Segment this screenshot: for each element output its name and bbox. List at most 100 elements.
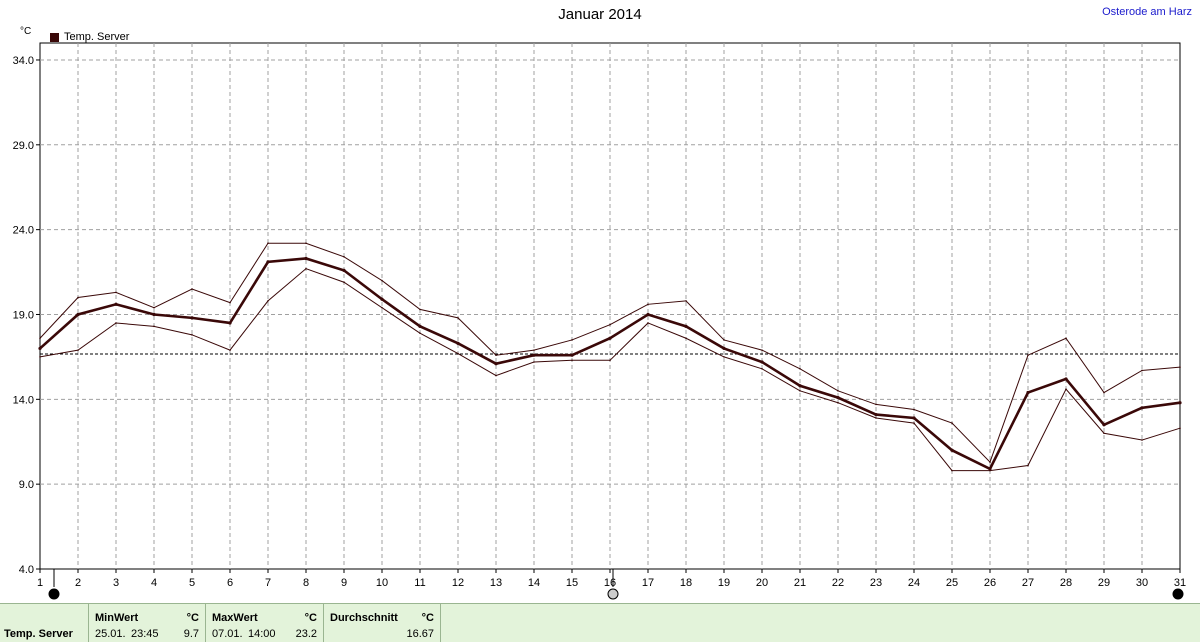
- data-point-mean: [228, 321, 232, 325]
- data-point-max: [533, 349, 535, 351]
- data-point-mean: [38, 346, 42, 351]
- data-point-min: [229, 349, 231, 351]
- data-point-mean: [494, 362, 498, 366]
- data-point-max: [153, 306, 155, 309]
- data-point-max: [305, 242, 307, 245]
- data-point-min: [343, 281, 345, 284]
- location-link[interactable]: Osterode am Harz: [1102, 6, 1192, 18]
- data-point-max: [875, 403, 877, 406]
- x-tick-label: 7: [265, 577, 271, 589]
- data-point-max: [343, 255, 345, 258]
- x-tick-label: 9: [341, 577, 347, 589]
- max-value: 23.2: [295, 628, 317, 640]
- data-point-max: [1141, 369, 1143, 372]
- data-point-min: [1179, 427, 1181, 429]
- x-tick-label: 14: [528, 577, 540, 589]
- data-point-mean: [342, 268, 346, 272]
- data-point-min: [457, 352, 459, 355]
- data-point-max: [1065, 337, 1067, 340]
- x-tick-label: 8: [303, 577, 309, 589]
- x-tick-label: 23: [870, 577, 882, 589]
- y-tick-label: 9.0: [19, 479, 34, 491]
- max-date: 07.01.: [212, 628, 243, 640]
- data-point-mean: [1064, 377, 1068, 381]
- data-point-min: [267, 300, 269, 302]
- x-tick-label: 10: [376, 577, 388, 589]
- x-tick-label: 30: [1136, 577, 1148, 589]
- x-tick-label: 6: [227, 577, 233, 589]
- data-point-min: [39, 356, 41, 358]
- data-point-max: [229, 301, 231, 304]
- data-point-mean: [1026, 390, 1030, 395]
- x-tick-label: 16: [604, 577, 616, 589]
- max-time: 14:00: [248, 628, 276, 640]
- data-point-max: [837, 390, 839, 392]
- legend-label: Temp. Server: [64, 31, 130, 43]
- x-tick-label: 29: [1098, 577, 1110, 589]
- data-point-min: [799, 390, 801, 392]
- data-point-max: [609, 323, 611, 326]
- data-point-mean: [912, 416, 916, 420]
- data-point-min: [761, 367, 763, 370]
- avg-unit: °C: [421, 612, 434, 624]
- data-point-min: [191, 334, 193, 336]
- min-time: 23:45: [131, 628, 159, 640]
- y-tick-label: 29.0: [13, 140, 34, 152]
- data-point-mean: [532, 353, 536, 357]
- data-point-mean: [722, 346, 726, 351]
- data-point-mean: [608, 336, 612, 340]
- data-point-min: [571, 359, 573, 362]
- min-header: MinWert: [95, 612, 139, 624]
- x-tick-label: 31: [1174, 577, 1186, 589]
- data-point-min: [153, 325, 155, 328]
- y-tick-label: 34.0: [13, 55, 34, 67]
- data-point-mean: [76, 312, 80, 317]
- data-point-max: [913, 408, 915, 411]
- x-tick-label: 24: [908, 577, 920, 589]
- x-tick-label: 20: [756, 577, 768, 589]
- stats-row-label-cell: Temp. Server: [0, 604, 89, 642]
- x-tick-label: 25: [946, 577, 958, 589]
- y-tick-label: 19.0: [13, 309, 34, 321]
- data-point-min: [837, 401, 839, 404]
- stats-max-cell: MaxWert °C 07.01. 14:00 23.2: [206, 604, 324, 642]
- min-date: 25.01.: [95, 628, 126, 640]
- data-point-max: [267, 242, 269, 245]
- y-tick-label: 14.0: [13, 394, 34, 406]
- chart-title: Januar 2014: [558, 6, 642, 23]
- data-point-max: [457, 317, 459, 319]
- data-point-min: [913, 422, 915, 424]
- x-tick-label: 17: [642, 577, 654, 589]
- min-value: 9.7: [183, 628, 199, 640]
- max-header: MaxWert: [212, 612, 258, 624]
- x-tick-label: 11: [414, 577, 425, 589]
- data-point-mean: [266, 260, 270, 264]
- next-marker[interactable]: [1172, 588, 1184, 600]
- y-tick-label: 4.0: [19, 564, 34, 576]
- x-tick-label: 18: [680, 577, 692, 589]
- current-marker[interactable]: [607, 588, 619, 600]
- min-unit: °C: [186, 612, 199, 624]
- data-point-min: [609, 359, 611, 362]
- avg-header: Durchschnitt: [330, 612, 398, 624]
- data-point-max: [799, 367, 801, 370]
- x-tick-label: 12: [452, 577, 464, 589]
- data-point-max: [115, 291, 117, 294]
- x-tick-label: 1: [37, 577, 43, 589]
- data-point-mean: [570, 353, 574, 357]
- prev-marker[interactable]: [48, 588, 60, 600]
- data-point-min: [723, 356, 725, 358]
- data-point-min: [1027, 464, 1029, 467]
- data-point-max: [647, 303, 649, 306]
- x-tick-label: 21: [794, 577, 806, 589]
- data-point-mean: [1140, 406, 1144, 410]
- data-point-min: [115, 322, 117, 324]
- data-point-min: [685, 337, 687, 340]
- data-point-mean: [950, 448, 954, 452]
- x-tick-label: 22: [832, 577, 844, 589]
- data-point-max: [1027, 354, 1029, 357]
- data-point-min: [1141, 439, 1143, 441]
- data-point-max: [761, 349, 763, 351]
- data-point-mean: [874, 412, 878, 417]
- data-point-min: [875, 417, 877, 419]
